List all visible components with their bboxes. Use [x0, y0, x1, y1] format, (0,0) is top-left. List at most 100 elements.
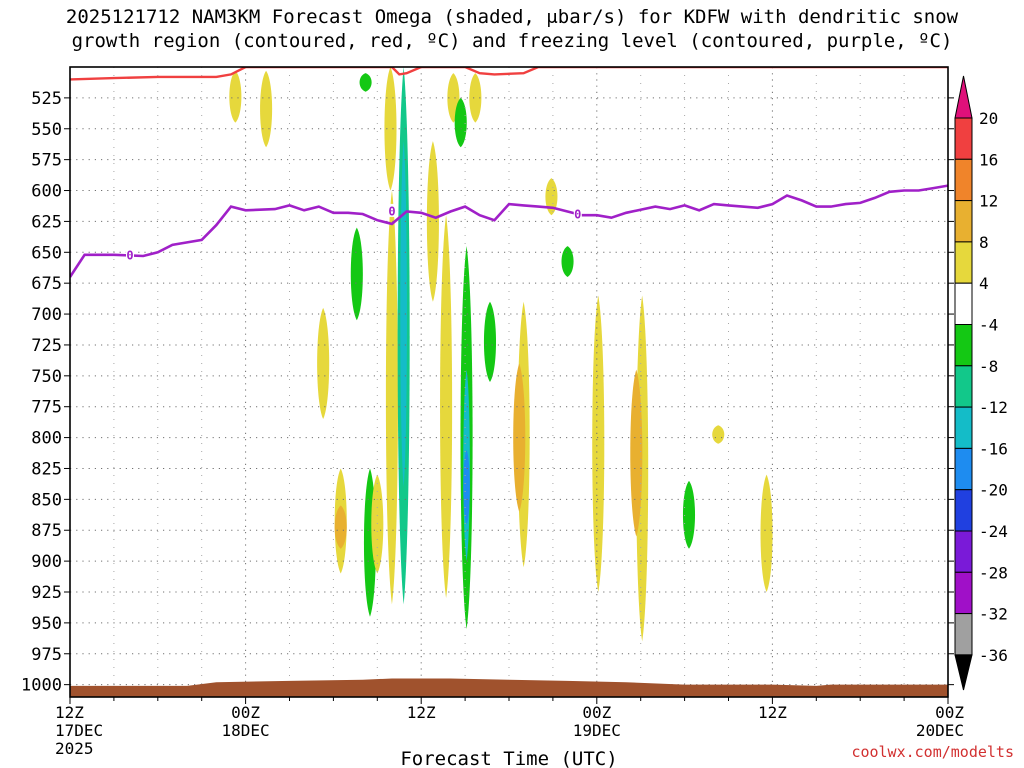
contours: 0 0 0	[70, 67, 948, 278]
x-tick-date: 17DEC	[55, 721, 103, 740]
colorbar-label: 12	[979, 192, 998, 211]
colorbar-segment	[954, 447, 973, 491]
y-axis: 525 550 575 600 625 650 675 700 725 750 775 800 825 8…	[21, 89, 954, 696]
omega-region	[350, 227, 363, 321]
colorbar-segment	[954, 365, 973, 408]
colorbar-segment	[954, 324, 973, 367]
colorbar-label: -28	[979, 563, 1008, 582]
colorbar-segment	[954, 406, 973, 449]
omega-region	[592, 295, 605, 592]
colorbar-segment	[954, 613, 973, 656]
omega-region	[712, 425, 725, 444]
colorbar-label: -36	[979, 646, 1008, 665]
omega-region	[400, 141, 407, 487]
colorbar-label: -24	[979, 522, 1008, 541]
freezing-level-label: 0	[574, 208, 581, 222]
y-tick-label: 800	[31, 429, 62, 449]
gridlines	[69, 67, 949, 697]
colorbar-segment	[954, 158, 973, 202]
chart-title-line-2: growth region (contoured, red, ºC) and f…	[71, 30, 953, 52]
omega-region	[385, 190, 398, 605]
colorbar-label: -8	[979, 357, 998, 376]
y-tick-label: 650	[31, 243, 62, 263]
omega-region	[630, 369, 643, 537]
x-tick-label: 12Z	[758, 703, 787, 722]
omega-region	[426, 141, 439, 302]
omega-region	[334, 505, 347, 549]
colorbar-label: -12	[979, 398, 1008, 417]
y-tick-label: 625	[31, 212, 62, 232]
x-tick-label: 12Z	[55, 703, 84, 722]
credit-text: coolwx.com/modelts	[851, 743, 1014, 761]
y-tick-label: 525	[31, 89, 62, 109]
y-tick-label: 675	[31, 274, 62, 294]
terrain	[70, 678, 948, 697]
colorbar-label: 8	[979, 233, 989, 252]
freezing-level-label: 0	[126, 248, 133, 262]
x-tick-date: 18DEC	[222, 721, 270, 740]
colorbar-label: -4	[979, 316, 998, 335]
colorbar-label: 20	[979, 109, 998, 128]
colorbar: 20 16 12 8 4 -4 -8 -12 -16 -20 -24 -28 -32 -36	[954, 75, 1008, 691]
y-tick-label: 575	[31, 151, 62, 171]
x-tick-date: 19DEC	[573, 721, 621, 740]
omega-region	[454, 97, 467, 148]
y-tick-label: 925	[31, 583, 62, 603]
dgz-contour	[70, 67, 948, 81]
colorbar-segment	[954, 282, 973, 326]
y-tick-label: 725	[31, 336, 62, 356]
x-tick-date: 20DEC	[916, 721, 964, 740]
colorbar-segment	[954, 654, 973, 691]
omega-region	[513, 363, 526, 512]
freezing-level-contour	[70, 184, 948, 278]
omega-region	[545, 178, 558, 216]
omega-region	[229, 70, 242, 123]
y-tick-label: 975	[31, 645, 62, 665]
colorbar-segment	[954, 530, 973, 573]
y-tick-label: 550	[31, 120, 62, 140]
y-tick-label: 950	[31, 614, 62, 634]
colorbar-label: -20	[979, 481, 1008, 500]
chart-title-line-1: 2025121712 NAM3KM Forecast Omega (shaded…	[65, 6, 959, 28]
y-tick-label: 875	[31, 521, 62, 541]
omega-shading	[229, 67, 773, 642]
colorbar-label: 4	[979, 274, 989, 293]
x-tick-label: 00Z	[935, 703, 964, 722]
y-tick-label: 1000	[21, 676, 62, 696]
colorbar-segment	[954, 571, 973, 615]
omega-region	[469, 73, 482, 123]
omega-region	[359, 73, 372, 92]
y-tick-label: 850	[31, 490, 62, 510]
y-tick-label: 775	[31, 398, 62, 418]
plot-area	[70, 67, 948, 697]
colorbar-segment	[954, 489, 973, 532]
x-tick-label: 12Z	[407, 703, 436, 722]
x-axis-title: Forecast Time (UTC)	[400, 748, 617, 768]
colorbar-segment	[954, 75, 973, 119]
omega-region	[682, 480, 696, 549]
y-tick-label: 900	[31, 552, 62, 572]
y-tick-label: 750	[31, 367, 62, 387]
y-tick-label: 600	[31, 182, 62, 202]
x-tick-label: 00Z	[582, 703, 611, 722]
omega-region	[561, 246, 574, 277]
omega-region	[317, 307, 330, 420]
omega-region	[440, 215, 453, 599]
colorbar-label: 16	[979, 150, 998, 169]
y-tick-label: 825	[31, 459, 62, 479]
colorbar-label: -32	[979, 605, 1008, 624]
colorbar-segment	[954, 241, 973, 284]
colorbar-segment	[954, 200, 973, 243]
omega-region	[760, 474, 773, 592]
x-tick-year: 2025	[55, 739, 94, 758]
x-tick-label: 00Z	[231, 703, 260, 722]
colorbar-segment	[954, 117, 973, 160]
y-tick-label: 700	[31, 305, 62, 325]
freezing-level-label: 0	[388, 204, 395, 218]
omega-region	[260, 70, 273, 148]
colorbar-label: -16	[979, 439, 1008, 458]
omega-region	[483, 301, 497, 382]
omega-region	[463, 449, 470, 525]
